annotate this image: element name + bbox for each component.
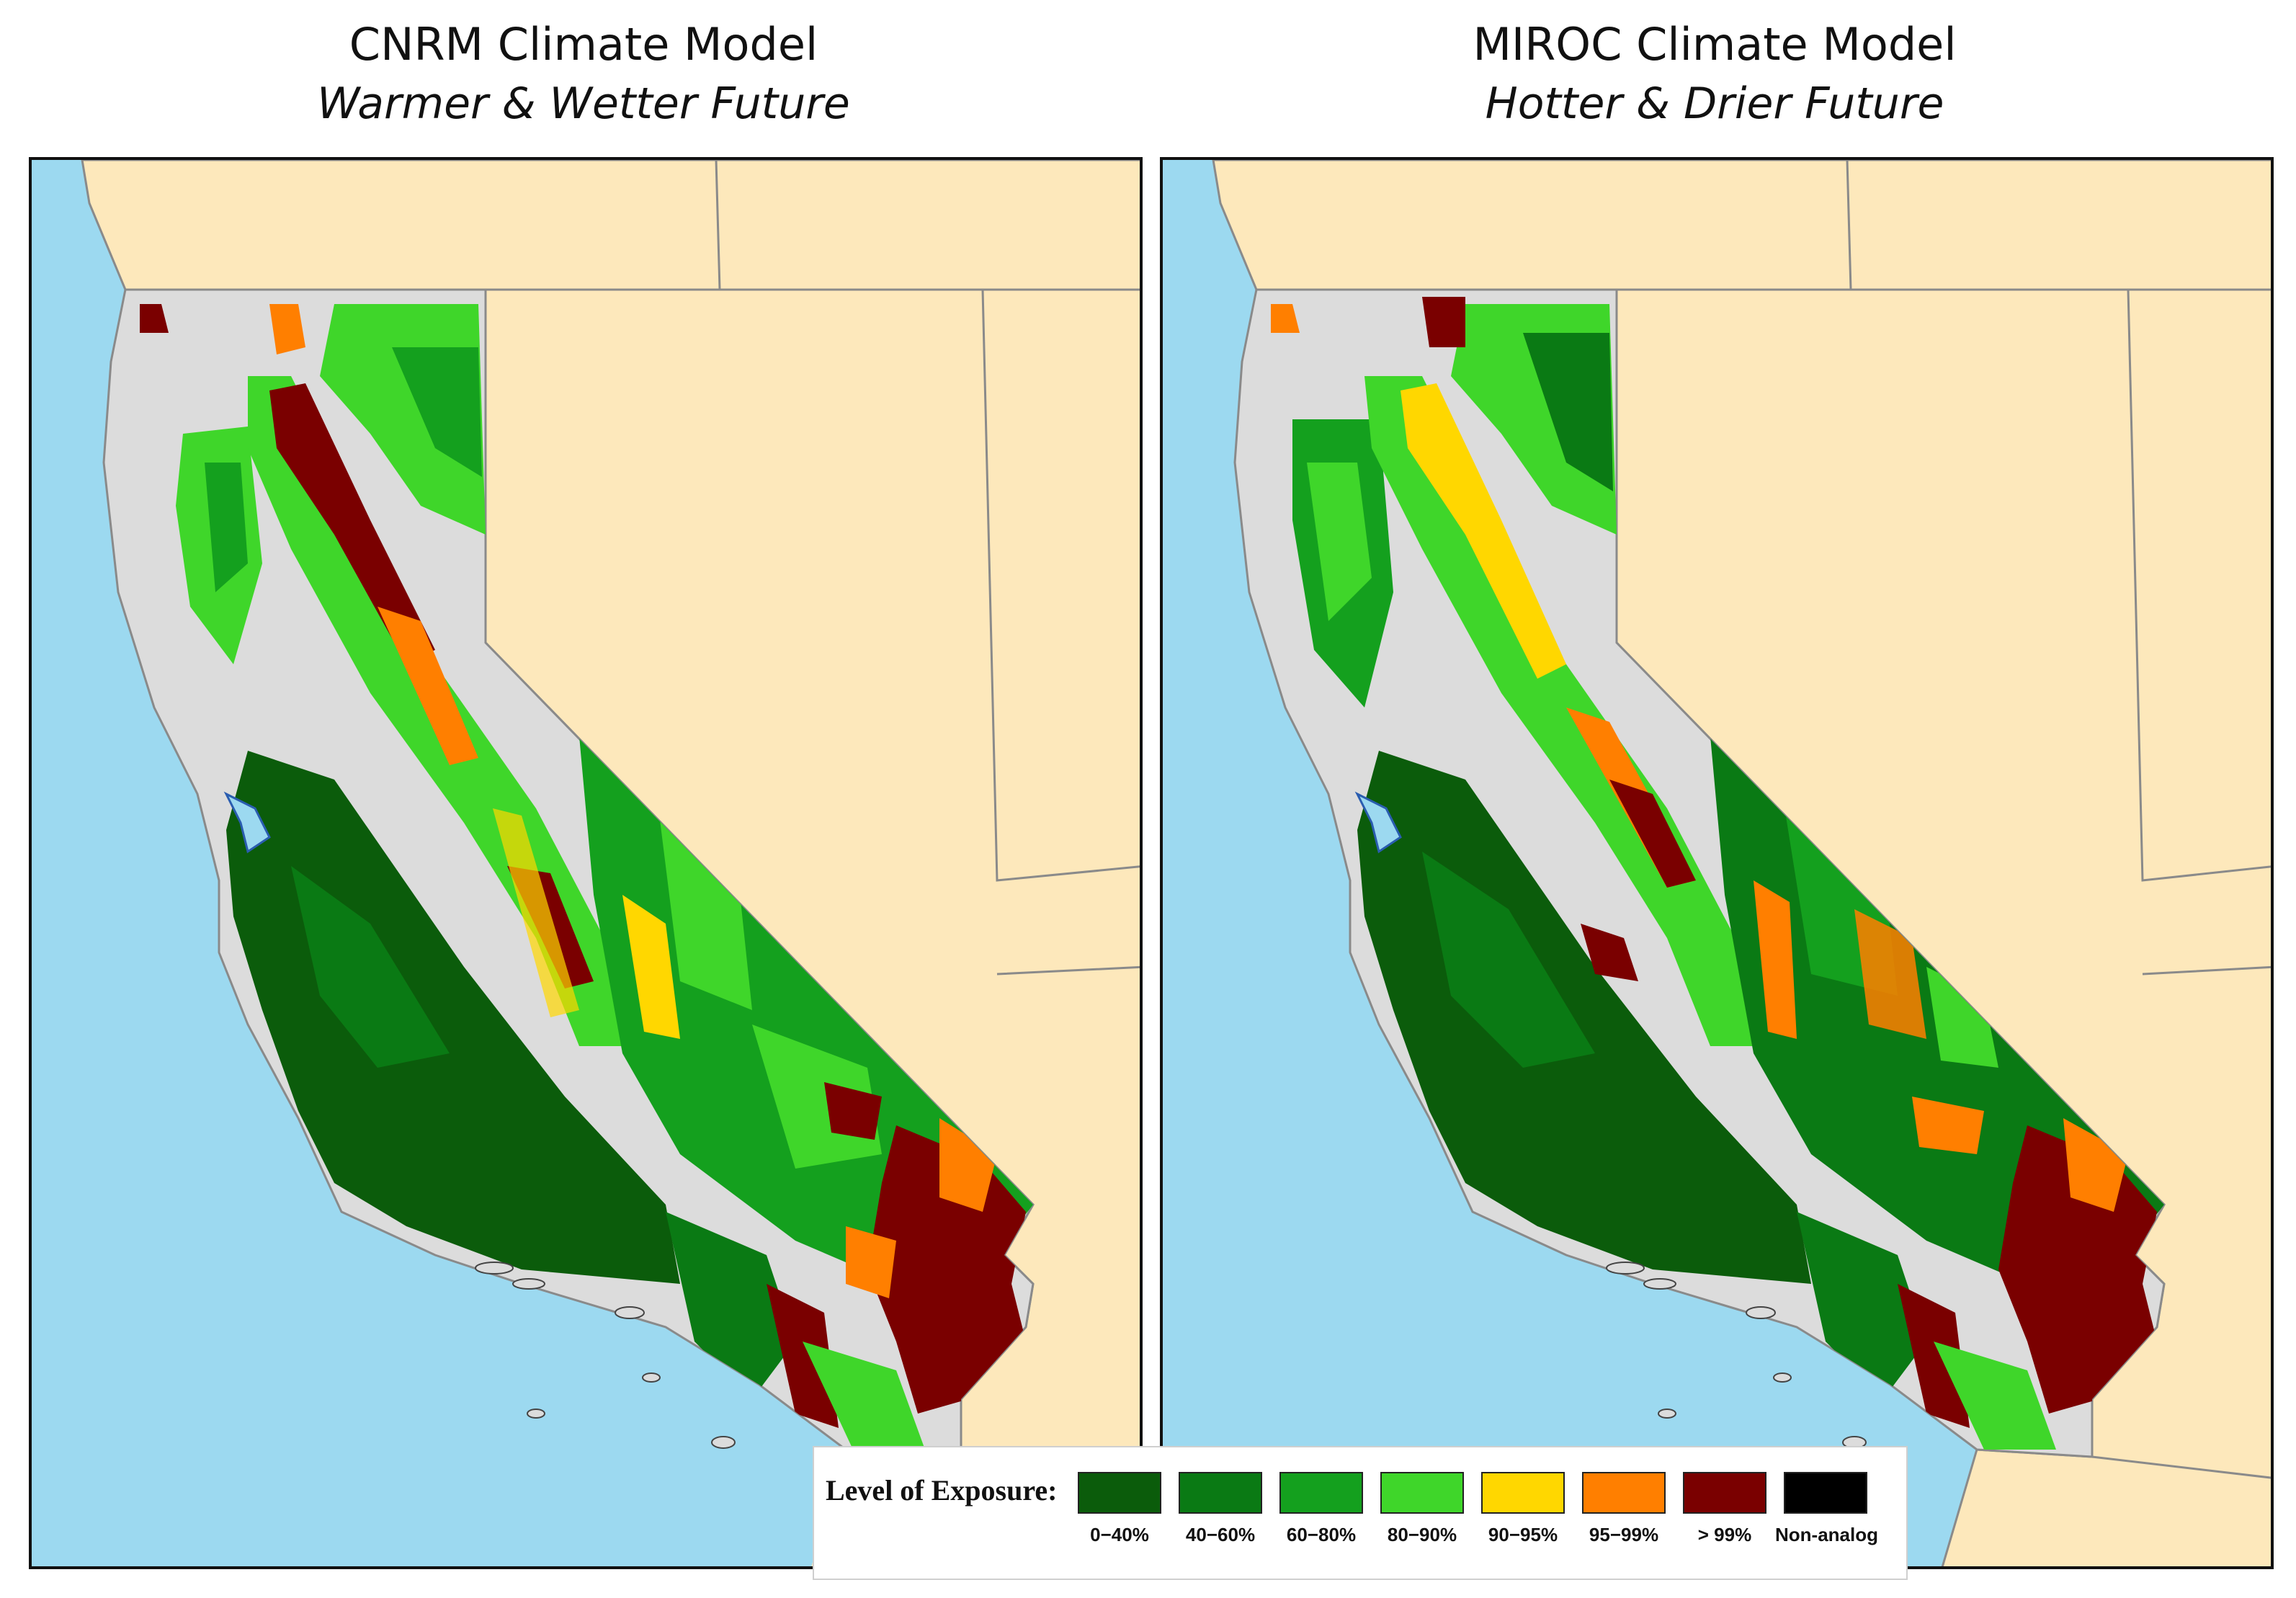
left-panel-subtitle: Warmer & Wetter Future xyxy=(317,79,850,129)
oregon-land xyxy=(1212,160,2271,291)
legend-swatch xyxy=(1683,1472,1766,1514)
legend-label: > 99% xyxy=(1697,1524,1752,1545)
legend-title: Level of Exposure: xyxy=(826,1474,1058,1507)
legend-label: 95−99% xyxy=(1589,1524,1659,1545)
right-panel-title-block: MIROC Climate Model Hotter & Drier Futur… xyxy=(1160,16,2269,134)
legend-label: 60−80% xyxy=(1286,1524,1357,1545)
legend-label: 80−90% xyxy=(1387,1524,1457,1545)
right-panel-title: MIROC Climate Model xyxy=(1473,18,1957,71)
oregon-land xyxy=(81,160,1140,291)
exposure-legend: Level of Exposure: 0−40% 40−60% 60−80% 80−9… xyxy=(813,1446,1908,1580)
right-map xyxy=(1212,160,2271,1566)
legend-swatch xyxy=(1380,1472,1464,1514)
legend-swatch xyxy=(1784,1472,1867,1514)
legend-swatch xyxy=(1078,1472,1161,1514)
legend-swatch xyxy=(1582,1472,1666,1514)
left-map-panel xyxy=(29,157,1143,1569)
legend-label: Non-analog xyxy=(1775,1524,1878,1545)
right-exposure-layer xyxy=(1271,297,2164,1450)
legend-swatch xyxy=(1481,1472,1565,1514)
right-panel-subtitle: Hotter & Drier Future xyxy=(1485,79,1944,129)
right-map-panel xyxy=(1160,157,2274,1569)
legend-swatch xyxy=(1279,1472,1363,1514)
legend-swatch xyxy=(1179,1472,1262,1514)
left-exposure-layer xyxy=(140,304,1033,1450)
legend-label: 40−60% xyxy=(1185,1524,1256,1545)
left-panel-title: CNRM Climate Model xyxy=(349,18,818,71)
legend-label: 90−95% xyxy=(1488,1524,1558,1545)
legend-label: 0−40% xyxy=(1090,1524,1149,1545)
left-panel-title-block: CNRM Climate Model Warmer & Wetter Futur… xyxy=(29,16,1138,134)
left-map xyxy=(81,160,1140,1566)
